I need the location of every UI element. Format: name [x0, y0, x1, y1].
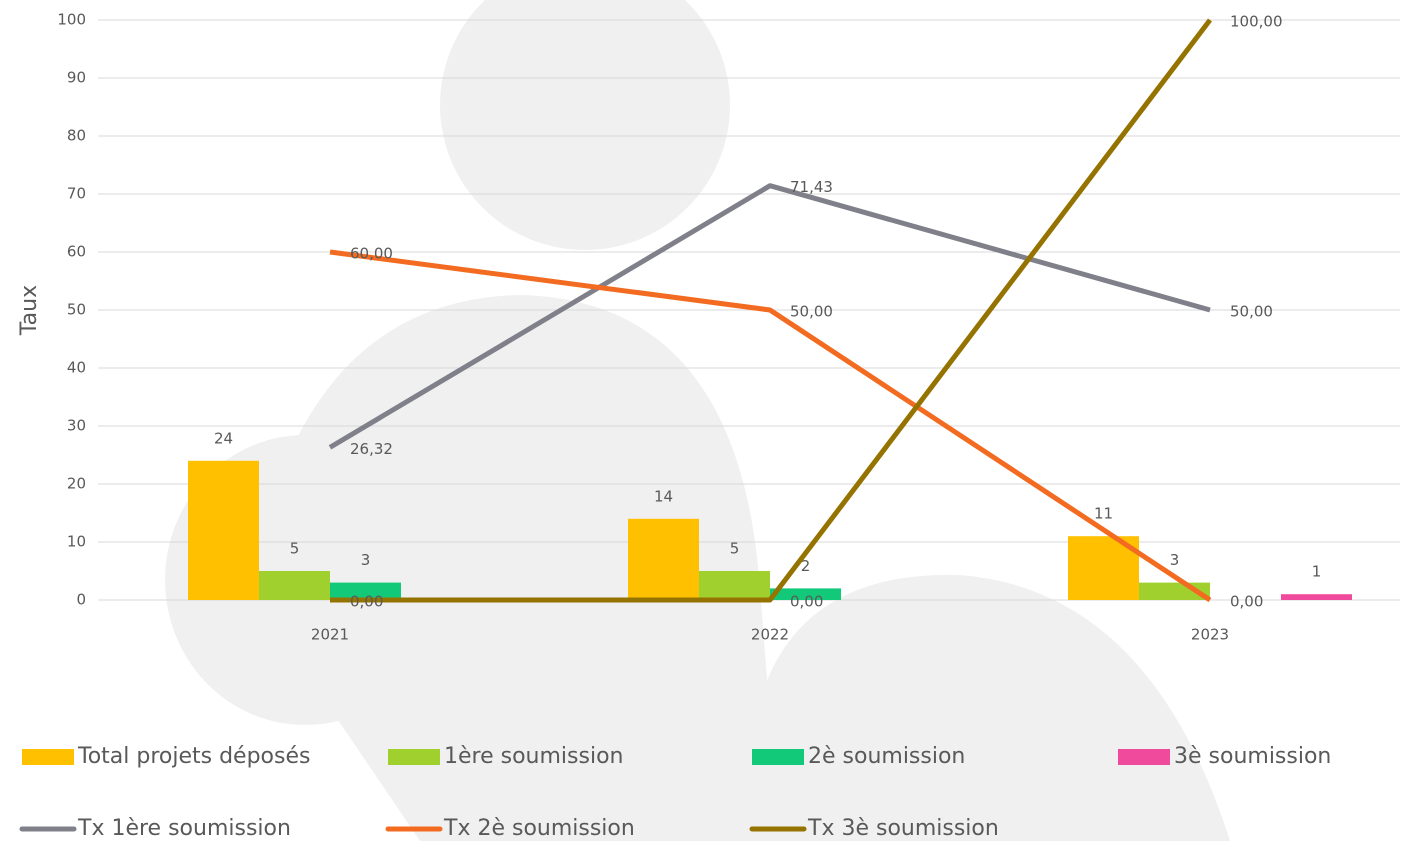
y-tick-label: 20: [67, 475, 86, 493]
bar: [770, 588, 841, 600]
bar-value-label: 5: [290, 540, 300, 558]
line-value-label: 100,00: [1230, 13, 1283, 31]
y-tick-label: 90: [67, 69, 86, 87]
line: [328, 183, 1211, 450]
x-tick-label: 2023: [1191, 626, 1229, 644]
line-value-label: 60,00: [350, 245, 393, 263]
bar: [330, 582, 401, 600]
legend-label: 3è soumission: [1174, 744, 1331, 769]
bar-value-label: 5: [730, 540, 740, 558]
bar-value-label: 1: [1312, 563, 1322, 581]
bar-value-label: 14: [654, 487, 673, 505]
y-tick-label: 0: [76, 591, 86, 609]
line: [329, 249, 1212, 603]
bar: [1281, 594, 1352, 600]
legend-label: Tx 1ère soumission: [77, 816, 291, 841]
bar-value-label: 2: [801, 557, 811, 575]
legend-label: 2è soumission: [808, 744, 965, 769]
line: [330, 18, 1212, 603]
y-tick-label: 100: [57, 11, 86, 29]
line-value-label: 0,00: [1230, 593, 1263, 611]
y-tick-label: 60: [67, 243, 86, 261]
legend-label: Total projets déposés: [77, 744, 310, 769]
line-value-label: 0,00: [790, 593, 823, 611]
bar: [259, 571, 330, 600]
line-value-label: 50,00: [790, 303, 833, 321]
legend-swatch: [1118, 749, 1170, 765]
y-tick-label: 30: [67, 417, 86, 435]
legend-label: Tx 3è soumission: [807, 816, 999, 841]
legend-label: 1ère soumission: [444, 744, 623, 769]
y-tick-label: 70: [67, 185, 86, 203]
bar-value-label: 24: [214, 429, 233, 447]
y-tick-label: 80: [67, 127, 86, 145]
x-tick-label: 2021: [311, 626, 349, 644]
legend-swatch: [22, 749, 74, 765]
legend: Total projets déposés 1ère soumission 2è s…: [19, 744, 1331, 841]
line-value-label: 26,32: [350, 440, 393, 458]
bar: [699, 571, 770, 600]
bar-value-label: 3: [361, 551, 371, 569]
line-value-label: 50,00: [1230, 303, 1273, 321]
bar: [188, 460, 259, 600]
y-tick-label: 50: [67, 301, 86, 319]
legend-label: Tx 2è soumission: [443, 816, 635, 841]
legend-swatch: [388, 749, 440, 765]
line-value-label: 0,00: [350, 593, 383, 611]
legend-swatch: [752, 749, 804, 765]
y-tick-label: 40: [67, 359, 86, 377]
line-value-label: 71,43: [790, 178, 833, 196]
bar-value-label: 11: [1094, 505, 1113, 523]
bar: [628, 518, 699, 600]
y-axis-label: Taux: [17, 285, 42, 336]
x-tick-label: 2022: [751, 626, 789, 644]
bar-value-label: 3: [1170, 551, 1180, 569]
watermark: [165, 0, 1230, 841]
y-tick-label: 10: [67, 533, 86, 551]
